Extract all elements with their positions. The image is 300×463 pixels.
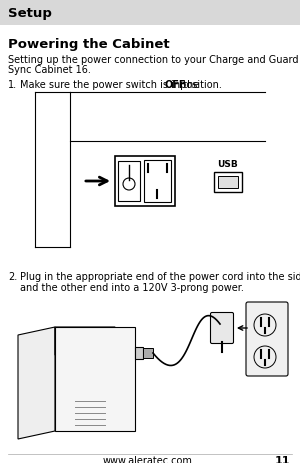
Polygon shape: [55, 327, 115, 355]
Text: Sync Cabinet 16.: Sync Cabinet 16.: [8, 65, 91, 75]
Text: OFF: OFF: [164, 80, 186, 90]
Text: and the other end into a 120V 3-prong power.: and the other end into a 120V 3-prong po…: [20, 282, 244, 292]
Bar: [118, 162, 140, 201]
Text: Plug in the appropriate end of the power cord into the side of the unit: Plug in the appropriate end of the power…: [20, 271, 300, 282]
Text: USB: USB: [218, 160, 239, 169]
Bar: [55, 327, 135, 431]
Bar: [115, 156, 175, 206]
Text: Setting up the power connection to your Charge and Guard Secure Charge/: Setting up the power connection to your …: [8, 55, 300, 65]
Bar: [135, 347, 143, 359]
FancyBboxPatch shape: [211, 313, 233, 344]
Bar: [0, 0, 300, 26]
Polygon shape: [18, 327, 55, 439]
FancyBboxPatch shape: [246, 302, 288, 376]
Text: Powering the Cabinet: Powering the Cabinet: [8, 38, 169, 51]
Text: www.aleratec.com: www.aleratec.com: [103, 455, 193, 463]
Text: 11: 11: [274, 455, 290, 463]
Text: 2.: 2.: [8, 271, 17, 282]
Bar: [144, 161, 171, 202]
Bar: [143, 348, 153, 358]
Bar: [214, 173, 242, 193]
Bar: [218, 176, 238, 188]
Text: Make sure the power switch is in the: Make sure the power switch is in the: [20, 80, 203, 90]
Text: Setup: Setup: [8, 6, 52, 19]
Text: 1.: 1.: [8, 80, 17, 90]
Text: position.: position.: [177, 80, 221, 90]
